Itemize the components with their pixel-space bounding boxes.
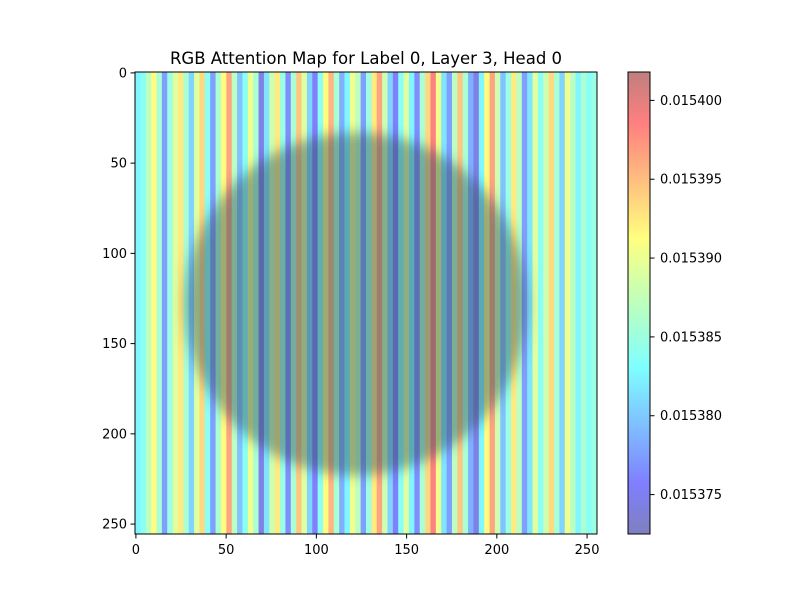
attention-column (151, 72, 158, 534)
attention-column (135, 72, 141, 534)
attention-column (564, 72, 571, 534)
x-tick-label: 250 (575, 543, 600, 558)
y-tick-label: 150 (102, 337, 127, 352)
x-tick-label: 100 (304, 543, 329, 558)
attention-column (575, 72, 582, 534)
y-tick-label: 50 (110, 157, 127, 172)
attention-column (167, 72, 174, 534)
colorbar-tick-label: 0.015400 (660, 94, 722, 109)
chart-title: RGB Attention Map for Label 0, Layer 3, … (170, 49, 562, 68)
x-tick-label: 200 (484, 543, 509, 558)
attention-column (543, 72, 550, 534)
colorbar-gradient (628, 72, 650, 534)
colorbar-tick-label: 0.015395 (660, 173, 722, 188)
colorbar-tick-label: 0.015380 (660, 409, 722, 424)
attention-column (559, 72, 566, 534)
attention-column (537, 72, 544, 534)
x-tick-label: 0 (132, 543, 140, 558)
y-tick-label: 100 (102, 247, 127, 262)
colorbar-frame (627, 71, 651, 535)
image-overlay-circle (184, 132, 528, 476)
colorbar: 0.015375 0.015380 0.015385 0.015390 0.015395… (627, 71, 722, 535)
attention-column (548, 72, 555, 534)
attention-column (532, 72, 539, 534)
colorbar-tick-label: 0.015390 (660, 252, 722, 267)
attention-column (586, 72, 593, 534)
x-axis: 0 50 100 150 200 250 (132, 534, 600, 558)
attention-column (140, 72, 147, 534)
plot-frame (134, 71, 598, 535)
y-tick-label: 250 (102, 518, 127, 533)
attention-column (580, 72, 587, 534)
attention-column (177, 72, 184, 534)
attention-column (527, 72, 534, 534)
attention-column (145, 72, 152, 534)
attention-column (591, 72, 597, 534)
y-tick-label: 0 (119, 66, 127, 81)
colorbar-tick-label: 0.015385 (660, 330, 722, 345)
x-tick-label: 50 (218, 543, 235, 558)
colorbar-ticks: 0.015375 0.015380 0.015385 0.015390 0.015395… (650, 94, 722, 503)
attention-column (172, 72, 179, 534)
y-tick-label: 200 (102, 427, 127, 442)
x-tick-label: 150 (394, 543, 419, 558)
attention-column (156, 72, 163, 534)
attention-column (161, 72, 168, 534)
y-axis: 0 50 100 150 200 250 (102, 66, 135, 533)
colorbar-tick-label: 0.015375 (660, 488, 722, 503)
attention-column (570, 72, 577, 534)
heatmap-plot (135, 72, 597, 534)
attention-column (554, 72, 560, 534)
